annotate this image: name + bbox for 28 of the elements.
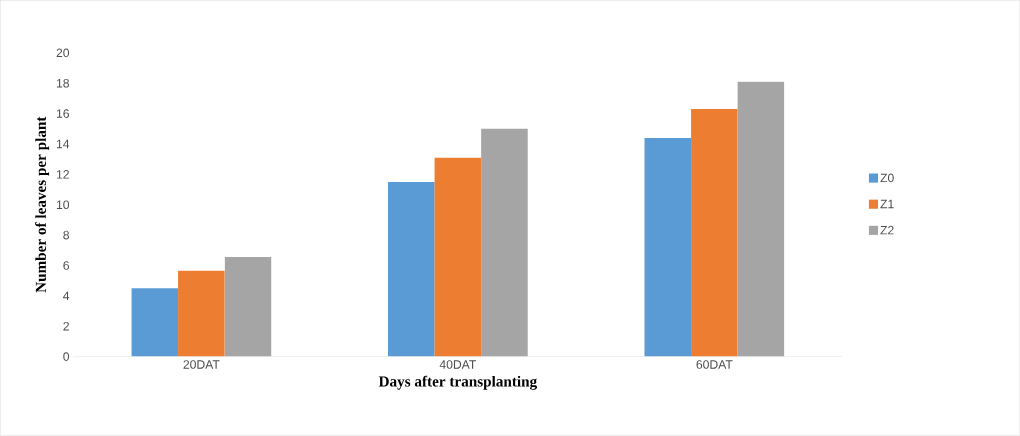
y-tick-label: 20 bbox=[56, 48, 70, 58]
x-tick-label: 60DAT bbox=[696, 360, 733, 369]
x-tick-label: 20DAT bbox=[183, 360, 220, 369]
y-tick-label: 0 bbox=[63, 352, 70, 361]
y-tick-label: 8 bbox=[63, 230, 70, 240]
y-tick-label: 2 bbox=[63, 322, 69, 331]
bar bbox=[178, 270, 225, 357]
x-axis-title: Days after transplanting bbox=[378, 375, 538, 390]
legend-label: Z2 bbox=[880, 225, 894, 235]
y-tick-label: 16 bbox=[56, 109, 69, 118]
bar bbox=[434, 157, 482, 357]
bar bbox=[224, 257, 272, 357]
bar bbox=[737, 81, 785, 357]
legend-label: Z0 bbox=[880, 173, 894, 183]
bar bbox=[644, 138, 692, 357]
y-tick-label: 12 bbox=[56, 170, 69, 179]
y-tick-label: 18 bbox=[56, 79, 69, 88]
bar bbox=[388, 182, 435, 357]
legend-label: Z1 bbox=[880, 199, 894, 209]
y-tick-label: 10 bbox=[56, 200, 70, 210]
bar bbox=[481, 128, 528, 357]
bar bbox=[131, 288, 179, 357]
y-axis-title: Number of leaves per plant bbox=[35, 116, 50, 293]
x-tick-label: 40DAT bbox=[439, 360, 477, 369]
bar bbox=[691, 109, 738, 357]
y-tick-label: 6 bbox=[63, 261, 70, 270]
y-tick-label: 4 bbox=[63, 291, 70, 301]
y-tick-label: 14 bbox=[56, 139, 70, 149]
